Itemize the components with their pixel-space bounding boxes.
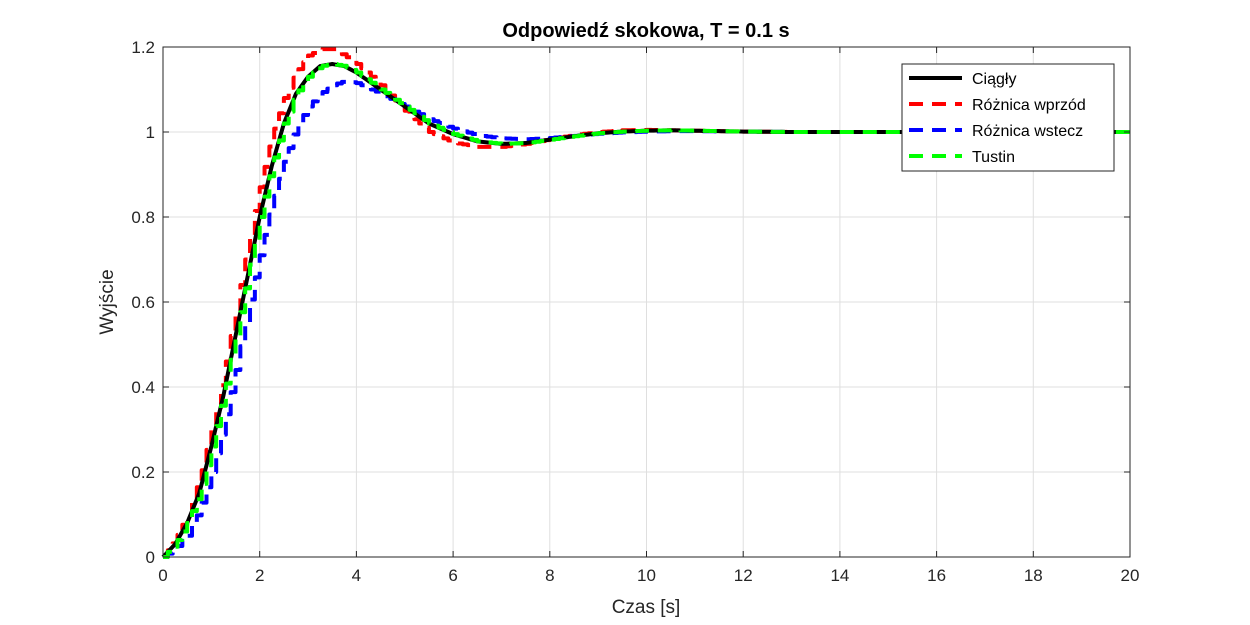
y-tick-label: 1: [146, 123, 155, 142]
x-tick-label: 10: [637, 566, 656, 585]
y-tick-label: 0: [146, 548, 155, 567]
x-tick-label: 14: [830, 566, 849, 585]
legend-label-1: Różnica wprzód: [972, 97, 1086, 114]
legend-box: [901, 63, 1115, 172]
x-tick-label: 6: [448, 566, 457, 585]
ticks: [162, 46, 1131, 558]
y-tick-label: 0.6: [131, 293, 155, 312]
legend: Ciągły Różnica wprzód Różnica wstecz Tustin: [901, 63, 1115, 172]
legend-label-0: Ciągły: [972, 71, 1016, 88]
legend-label-2: Różnica wstecz: [972, 123, 1083, 140]
y-tick-label: 0.4: [131, 378, 155, 397]
y-tick-label: 1.2: [131, 38, 155, 57]
x-tick-label: 18: [1024, 566, 1043, 585]
series-line-3: [163, 62, 1130, 559]
x-tick-label: 4: [352, 566, 361, 585]
x-tick-label: 2: [255, 566, 264, 585]
chart-title: Odpowiedź skokowa, T = 0.1 s: [502, 20, 789, 42]
x-tick-label: 20: [1121, 566, 1140, 585]
x-tick-labels: 0 2 4 6 8 10 12 14 16 18 20: [158, 566, 1139, 585]
y-tick-labels: 0 0.2 0.4 0.6 0.8 1 1.2: [131, 38, 155, 567]
x-tick-label: 16: [927, 566, 946, 585]
x-tick-label: 0: [158, 566, 167, 585]
y-tick-label: 0.8: [131, 208, 155, 227]
x-tick-label: 8: [545, 566, 554, 585]
x-tick-label: 12: [734, 566, 753, 585]
y-tick-label: 0.2: [131, 463, 155, 482]
y-axis-label: Wyjście: [97, 269, 118, 334]
legend-label-3: Tustin: [972, 149, 1015, 166]
x-axis-label: Czas [s]: [612, 597, 681, 618]
